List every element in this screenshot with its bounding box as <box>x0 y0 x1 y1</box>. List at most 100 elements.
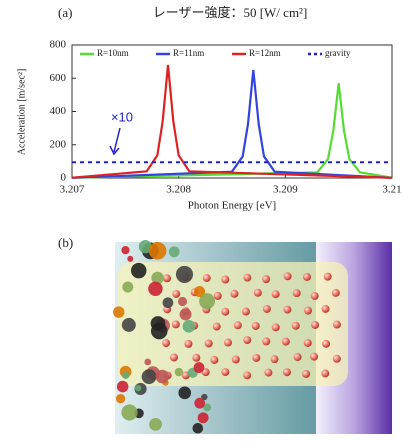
panel-label: (b) <box>58 235 73 250</box>
particle <box>141 369 157 385</box>
series-line <box>71 83 393 179</box>
particle <box>199 293 216 310</box>
particle <box>221 275 230 284</box>
particle <box>262 337 271 346</box>
particle <box>253 288 262 297</box>
particle <box>150 316 166 331</box>
x-tick-label: 3.207 <box>60 184 85 196</box>
y-tick-label: 600 <box>50 72 67 84</box>
x-axis-label: Photon Energy [eV] <box>188 200 276 212</box>
particle <box>178 386 192 400</box>
particle <box>262 275 271 284</box>
particle <box>175 265 194 283</box>
particle <box>203 403 212 412</box>
particle <box>148 281 163 297</box>
particle <box>303 338 312 347</box>
particle <box>197 412 209 424</box>
particle <box>233 321 242 330</box>
y-tick-label: 400 <box>50 105 67 117</box>
particle <box>270 355 279 364</box>
legend-label: R=11nm <box>173 48 204 58</box>
particle <box>162 274 171 283</box>
particle <box>302 272 311 281</box>
particle <box>201 393 208 401</box>
particle <box>310 352 319 361</box>
particle <box>192 353 201 362</box>
particle <box>177 296 188 307</box>
particle <box>144 358 152 366</box>
particle <box>243 336 252 345</box>
particle <box>149 417 162 431</box>
particle <box>127 255 134 262</box>
particle <box>113 306 125 318</box>
particle <box>168 246 180 258</box>
series-line <box>71 64 393 179</box>
particle <box>252 353 261 362</box>
legend-label: gravity <box>325 48 351 58</box>
x-tick-label: 3.209 <box>273 184 298 196</box>
series-line <box>71 69 393 179</box>
x-tick-label: 3.21 <box>382 184 401 196</box>
particle <box>321 304 330 313</box>
particle <box>210 355 219 364</box>
particle <box>213 291 222 300</box>
particle <box>264 368 273 377</box>
particle <box>121 404 138 421</box>
particle <box>121 317 136 332</box>
particles <box>113 240 341 434</box>
particle <box>221 307 230 316</box>
legend-label: R=12nm <box>249 48 281 58</box>
y-tick-label: 0 <box>61 172 67 184</box>
particle <box>283 305 292 314</box>
particle <box>223 338 232 347</box>
particle <box>271 290 280 299</box>
particle <box>262 304 271 313</box>
chart-title: レーザー強度：50 [W/ cm²] <box>153 5 308 20</box>
particle <box>170 353 179 362</box>
particle <box>283 272 292 281</box>
particle <box>193 362 205 373</box>
particle <box>293 353 302 362</box>
y-axis-label: Acceleration [m/sec²] <box>16 69 27 156</box>
particle <box>194 397 206 409</box>
particle <box>251 321 260 330</box>
panel-label: (a) <box>58 5 72 20</box>
particle <box>243 371 252 380</box>
particle <box>292 289 301 298</box>
particle <box>281 337 290 346</box>
particle <box>331 288 340 297</box>
particle <box>241 307 250 316</box>
particle <box>130 262 147 279</box>
particle <box>332 320 341 329</box>
particle <box>115 393 126 404</box>
particle <box>311 320 320 329</box>
particle <box>122 281 134 293</box>
y-tick-label: 200 <box>50 138 67 150</box>
particle <box>282 368 291 377</box>
annotation: ×10 <box>111 109 133 124</box>
particle <box>171 320 180 329</box>
particle <box>243 273 252 282</box>
particle <box>192 422 204 434</box>
particle <box>212 322 221 331</box>
illustration <box>113 240 392 434</box>
particle <box>194 286 206 298</box>
particle <box>302 369 311 378</box>
particle <box>162 297 174 309</box>
particle <box>230 289 239 298</box>
particle <box>182 320 196 333</box>
particle <box>162 339 171 348</box>
particle <box>148 241 167 260</box>
particle <box>310 291 319 300</box>
legend-label: R=10nm <box>97 48 129 58</box>
particle <box>172 289 181 298</box>
x-tick-label: 3.208 <box>166 184 191 196</box>
particle <box>202 274 211 283</box>
particle <box>155 369 170 384</box>
particle <box>184 339 193 348</box>
y-tick-label: 800 <box>50 39 67 51</box>
particle <box>121 371 130 379</box>
particle <box>322 339 331 348</box>
particle <box>179 308 192 321</box>
particle <box>116 380 129 393</box>
